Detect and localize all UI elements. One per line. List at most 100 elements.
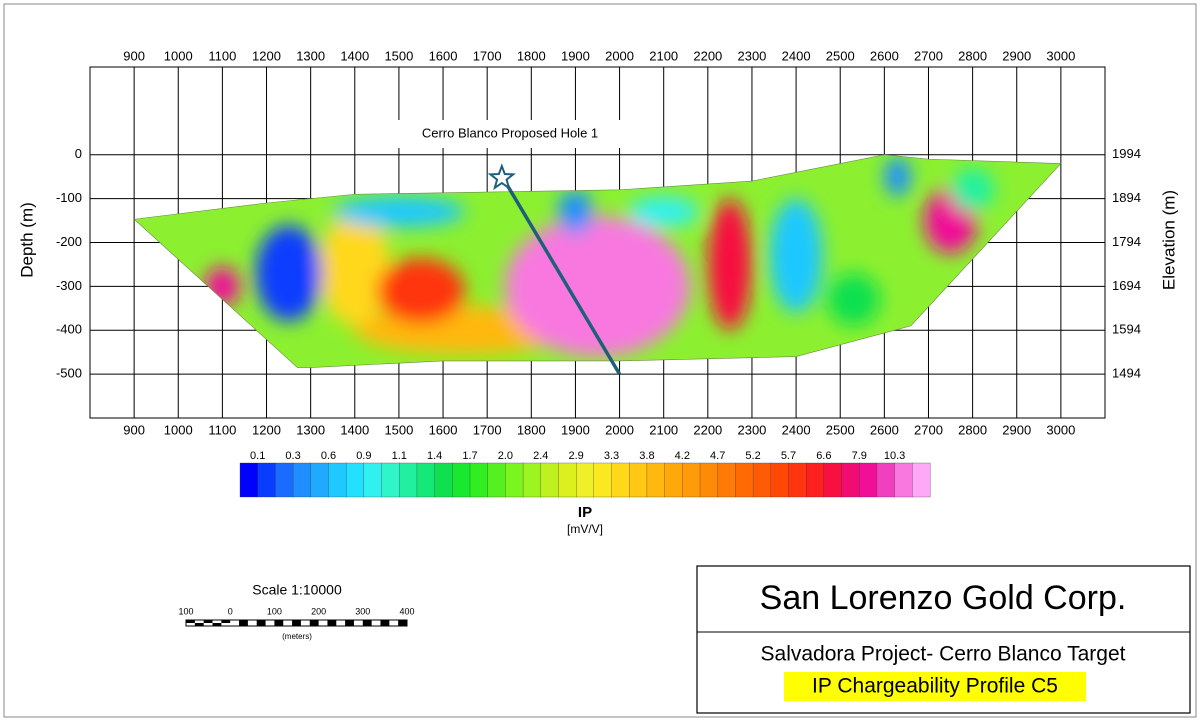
x-tick-label-top: 3000 bbox=[1046, 48, 1075, 63]
anomaly bbox=[826, 273, 880, 326]
y-tick-label: -200 bbox=[56, 234, 82, 249]
colorbar-swatch bbox=[823, 462, 843, 498]
colorbar-swatch bbox=[593, 462, 613, 498]
colorbar-swatch bbox=[257, 462, 276, 498]
x-tick-label-top: 1400 bbox=[340, 48, 369, 63]
x-tick-label-top: 900 bbox=[123, 48, 145, 63]
scale-segment bbox=[239, 620, 248, 626]
x-tick-label-top: 1300 bbox=[296, 48, 325, 63]
colorbar-swatch bbox=[540, 462, 560, 498]
x-tick-label-bottom: 2000 bbox=[605, 422, 634, 437]
section-outline bbox=[133, 154, 1062, 368]
colorbar-swatch bbox=[505, 462, 524, 498]
scale-tick-label: 200 bbox=[311, 606, 326, 616]
colorbar-swatch bbox=[876, 462, 896, 498]
x-tick-label-bottom: 2100 bbox=[649, 422, 678, 437]
colorbar-title: IP bbox=[578, 504, 592, 521]
colorbar-label: 1.4 bbox=[427, 450, 442, 462]
colorbar-label: 7.9 bbox=[852, 450, 867, 462]
colorbar-swatch bbox=[752, 462, 772, 498]
x-tick-label-bottom: 1500 bbox=[384, 422, 413, 437]
scale-tick-label: 400 bbox=[399, 606, 414, 616]
colorbar-label: 3.3 bbox=[604, 450, 619, 462]
anomaly bbox=[504, 216, 691, 357]
scale-segment bbox=[186, 620, 195, 623]
colorbar-swatch bbox=[629, 462, 648, 498]
colorbar-label: 4.2 bbox=[675, 450, 690, 462]
x-tick-label-top: 2800 bbox=[958, 48, 987, 63]
anomaly bbox=[884, 156, 911, 197]
scale-title: Scale 1:10000 bbox=[252, 582, 342, 598]
anomaly bbox=[376, 257, 466, 324]
anomaly bbox=[332, 196, 466, 228]
anomaly bbox=[319, 211, 391, 326]
colorbar-swatch bbox=[452, 462, 471, 498]
colorbar-swatch bbox=[275, 462, 294, 498]
x-tick-label-bottom: 2300 bbox=[737, 422, 766, 437]
scale-segment bbox=[362, 620, 372, 626]
y-tick-label: -100 bbox=[56, 190, 82, 205]
colorbar-label: 0.9 bbox=[356, 450, 371, 462]
colorbar-swatch bbox=[558, 462, 577, 498]
colorbar-swatch bbox=[434, 462, 453, 498]
highlight bbox=[784, 672, 1086, 701]
proposed-hole bbox=[503, 180, 622, 376]
x-tick-label-top: 2200 bbox=[693, 48, 722, 63]
anomaly bbox=[557, 189, 594, 234]
colorbar-swatch bbox=[416, 462, 436, 498]
hole-star bbox=[487, 163, 516, 191]
x-tick-label-top: 2900 bbox=[1002, 48, 1031, 63]
colorbar-label: 2.0 bbox=[498, 450, 513, 462]
colorbar-swatch bbox=[770, 462, 790, 498]
colorbar-swatch bbox=[328, 462, 347, 498]
colorbar-label: 5.7 bbox=[781, 450, 796, 462]
colorbar-label: 1.1 bbox=[392, 450, 407, 462]
colorbar-swatch bbox=[399, 462, 418, 498]
colorbar-label: 2.9 bbox=[569, 450, 584, 462]
x-tick-label-bottom: 1600 bbox=[429, 422, 458, 437]
x-tick-label-top: 2100 bbox=[649, 48, 678, 63]
x-tick-label-bottom: 2900 bbox=[1002, 422, 1031, 437]
x-tick-label-bottom: 900 bbox=[123, 422, 145, 437]
x-tick-label-bottom: 2600 bbox=[870, 422, 899, 437]
x-tick-label-top: 2600 bbox=[870, 48, 899, 63]
colorbar-swatch bbox=[487, 462, 506, 498]
colorbar-swatch bbox=[912, 462, 931, 498]
colorbar-swatch bbox=[664, 462, 683, 498]
scale-segment bbox=[327, 620, 337, 626]
colorbar-swatch bbox=[859, 462, 878, 498]
x-tick-label-bottom: 3000 bbox=[1046, 422, 1075, 437]
x-tick-label-top: 1100 bbox=[208, 48, 236, 63]
y-tick-label: -400 bbox=[56, 322, 82, 337]
colorbar-swatch bbox=[239, 462, 259, 498]
outer-border bbox=[3, 3, 1197, 718]
scale-segment bbox=[203, 620, 213, 623]
x-tick-label-bottom: 2200 bbox=[693, 422, 722, 437]
anomaly-group bbox=[204, 156, 995, 357]
colorbar-label: 6.6 bbox=[816, 450, 831, 462]
colorbar-swatch bbox=[699, 462, 719, 498]
colorbar-label: 3.8 bbox=[639, 450, 654, 462]
scale-tick-label: 100 bbox=[267, 606, 282, 616]
y-tick-label: -300 bbox=[56, 278, 82, 293]
colorbar-units: [mV/V] bbox=[567, 522, 603, 536]
x-tick-label-bottom: 1100 bbox=[208, 422, 236, 437]
scale-tick-label: 300 bbox=[355, 606, 370, 616]
x-tick-label-bottom: 1200 bbox=[252, 422, 281, 437]
project-title: Salvadora Project- Cerro Blanco Target bbox=[761, 643, 1126, 666]
colorbar-swatch bbox=[717, 462, 736, 498]
anomaly bbox=[628, 196, 700, 228]
colorbar-swatch bbox=[576, 462, 595, 498]
scale-segment bbox=[345, 620, 354, 626]
colorbar-label: 5.2 bbox=[745, 450, 760, 462]
colorbar-swatch bbox=[894, 462, 913, 498]
colorbar-swatch bbox=[611, 462, 630, 498]
y-tick-label: -500 bbox=[56, 366, 82, 381]
colorbar-swatch bbox=[788, 462, 807, 498]
x-tick-label-bottom: 1400 bbox=[340, 422, 369, 437]
scale-segment bbox=[292, 620, 301, 626]
x-tick-label-top: 2400 bbox=[782, 48, 811, 63]
scale-segment bbox=[398, 620, 407, 626]
x-tick-label-top: 1900 bbox=[561, 48, 590, 63]
